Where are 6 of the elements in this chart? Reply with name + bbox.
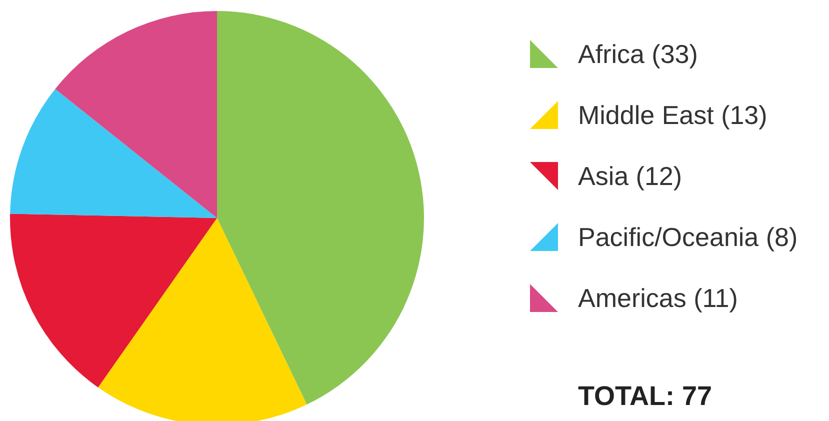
legend-label: Pacific/Oceania (8) (578, 222, 798, 252)
legend-label: Americas (11) (578, 283, 738, 313)
legend-label: Asia (12) (578, 161, 682, 191)
text: TOTAL: 77 (578, 381, 712, 411)
legend-label: Africa (33) (578, 39, 698, 69)
legend-label: Middle East (13) (578, 100, 768, 130)
